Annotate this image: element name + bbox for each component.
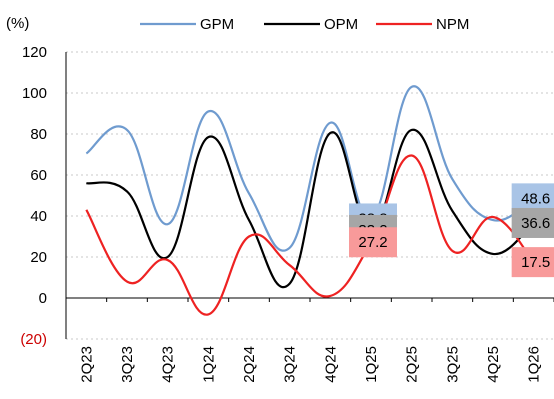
x-tick-label: 1Q24 bbox=[200, 346, 217, 383]
x-tick-label: 4Q23 bbox=[160, 346, 177, 383]
y-tick-label: 100 bbox=[22, 85, 47, 102]
axes: 120 100 80 60 40 20 0 (20) 2Q23 3Q23 4Q23 1Q24 2Q24 3… bbox=[20, 44, 554, 383]
series-line-gpm bbox=[85, 85, 535, 252]
x-tick-label: 4Q24 bbox=[322, 346, 339, 383]
x-tick-label: 2Q25 bbox=[404, 346, 421, 383]
data-label: 36.6 bbox=[521, 215, 550, 232]
legend: GPM OPM NPM bbox=[140, 16, 469, 33]
y-tick-label: 60 bbox=[30, 167, 47, 184]
x-tick-label: 4Q25 bbox=[485, 346, 502, 383]
x-tick-label: 3Q25 bbox=[444, 346, 461, 383]
x-tick-label: 2Q23 bbox=[78, 346, 95, 383]
y-tick-label: (20) bbox=[20, 331, 47, 348]
legend-label-gpm: GPM bbox=[200, 16, 234, 33]
series-line-npm bbox=[85, 154, 535, 316]
data-label-box bbox=[511, 207, 554, 238]
x-tick-label: 3Q24 bbox=[282, 346, 299, 383]
y-tick-label: 40 bbox=[30, 208, 47, 225]
x-tick-label: 2Q24 bbox=[241, 346, 258, 383]
data-labels: 38.833.227.248.636.617.5 bbox=[349, 183, 554, 278]
series-lines bbox=[85, 85, 535, 316]
y-tick-label: 20 bbox=[30, 249, 47, 266]
data-label-box bbox=[511, 247, 554, 278]
data-label-box bbox=[349, 227, 397, 258]
legend-label-npm: NPM bbox=[436, 16, 469, 33]
x-tick-label: 1Q25 bbox=[363, 346, 380, 383]
data-label: 27.2 bbox=[358, 234, 387, 251]
legend-label-opm: OPM bbox=[324, 16, 358, 33]
x-tick-label: 1Q26 bbox=[526, 346, 543, 383]
series-line-opm bbox=[86, 128, 535, 288]
data-label: 17.5 bbox=[521, 254, 550, 271]
y-tick-label: 0 bbox=[39, 290, 47, 307]
y-tick-label: 120 bbox=[22, 44, 47, 61]
data-label: 48.6 bbox=[521, 190, 550, 207]
y-tick-label: 80 bbox=[30, 126, 47, 143]
x-tick-label: 3Q23 bbox=[119, 346, 136, 383]
gridlines bbox=[66, 51, 554, 340]
y-unit-label: (%) bbox=[6, 15, 29, 32]
